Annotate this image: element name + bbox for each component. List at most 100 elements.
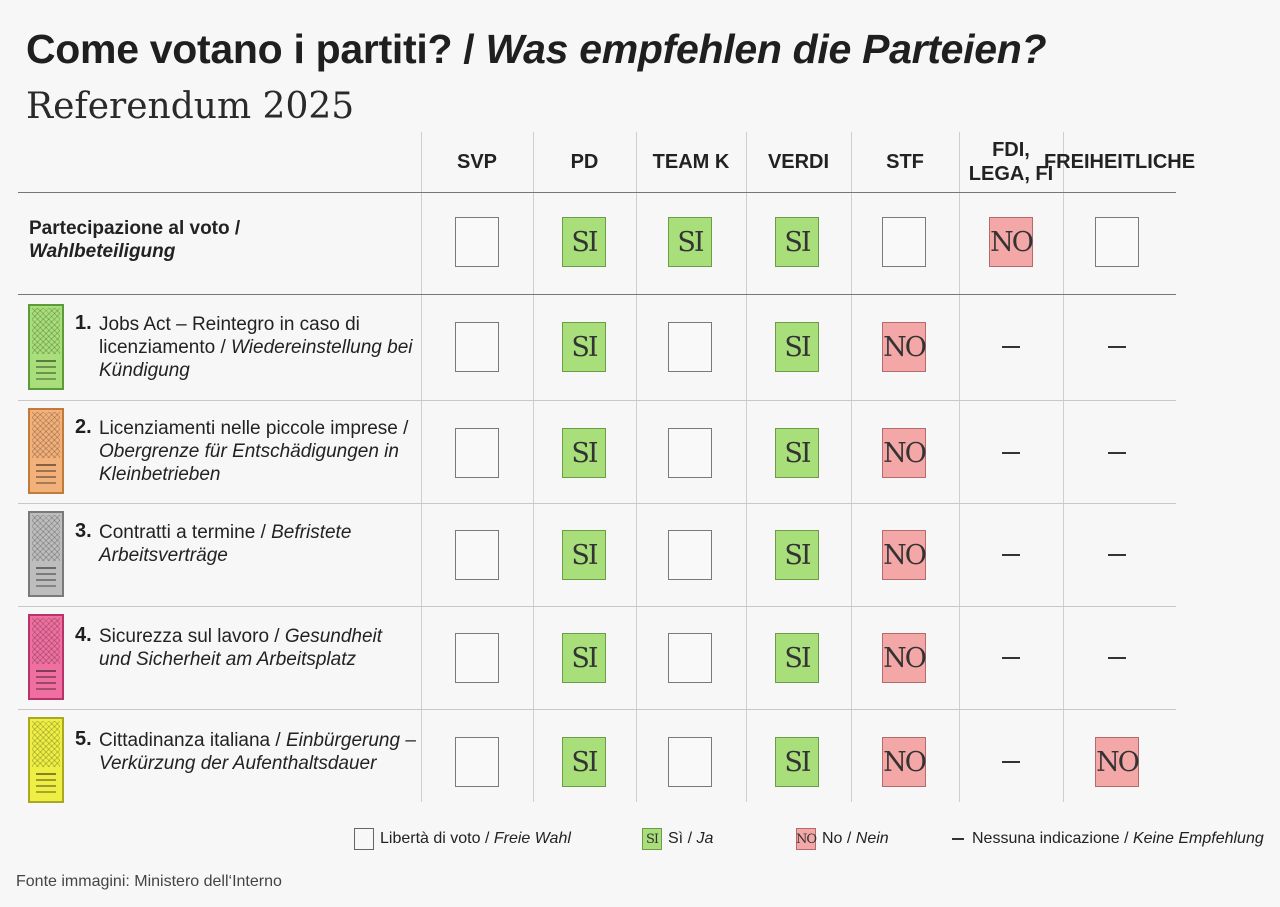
question-text-de: Befristete Arbeitsverträge (99, 522, 352, 566)
participation-label-de: Wahlbeteiligung (29, 241, 176, 262)
no-box: NO (882, 428, 927, 478)
free-vote-box (455, 737, 499, 787)
legend-dash (952, 838, 964, 840)
free-vote-box (455, 530, 499, 580)
party-header: FDI, LEGA, FI (968, 139, 1054, 185)
ballot-thumbnail (28, 717, 64, 803)
title-main: Come votano i partiti? / (26, 26, 486, 72)
party-header: PD (570, 151, 599, 173)
legend-item: SI Sì / Ja (642, 827, 713, 851)
header-divider (18, 192, 1176, 193)
legend-label: No / (822, 830, 856, 847)
column-divider (421, 132, 422, 802)
no-indication-dash (1002, 346, 1020, 348)
column-divider (851, 132, 852, 802)
title-italic: Was empfehlen die Parteien? (485, 26, 1047, 72)
free-vote-box (668, 530, 712, 580)
legend-item: Libertà di voto / Freie Wahl (354, 827, 571, 851)
question-text-it: Jobs Act – Reintegro in caso di licenzia… (99, 314, 360, 358)
legend-item: NO No / Nein (796, 827, 889, 851)
party-header: SVP (456, 151, 498, 173)
ballot-pattern (32, 412, 60, 458)
si-box: SI (775, 530, 819, 580)
ballot-thumbnail (28, 408, 64, 494)
si-box: SI (775, 217, 819, 267)
free-vote-box (668, 633, 712, 683)
no-indication-dash (1002, 657, 1020, 659)
no-box: NO (882, 322, 927, 372)
no-indication-dash (1002, 554, 1020, 556)
si-box: SI (562, 633, 606, 683)
no-box: NO (882, 633, 927, 683)
no-indication-dash (1002, 761, 1020, 763)
question-number: 2. (75, 416, 92, 438)
no-box: NO (882, 530, 927, 580)
no-indication-dash (1108, 452, 1126, 454)
ballot-text-lines (36, 773, 56, 775)
question-number: 5. (75, 728, 92, 750)
party-header: STF (886, 151, 924, 173)
party-header: FREIHEITLICHE (1043, 151, 1196, 173)
ballot-pattern (32, 308, 60, 354)
si-box: SI (775, 322, 819, 372)
no-indication-dash (1108, 554, 1126, 556)
question-text: Sicurezza sul lavoro / Gesundheit und Si… (99, 625, 419, 671)
ballot-text-lines (36, 464, 56, 466)
column-divider (636, 132, 637, 802)
legend-no-box: NO (796, 828, 817, 850)
ballot-thumbnail (28, 304, 64, 390)
free-vote-box (455, 322, 499, 372)
free-vote-box (668, 322, 712, 372)
legend-label: Nessuna indicazione / (972, 830, 1133, 847)
ballot-text-lines (36, 567, 56, 569)
ballot-text-lines (36, 360, 56, 362)
free-vote-box (668, 737, 712, 787)
legend-label: Libertà di voto / (380, 830, 494, 847)
row-divider (18, 503, 1176, 504)
free-vote-box (1095, 217, 1139, 267)
question-text-it: Cittadinanza italiana / (99, 730, 286, 751)
question-text-de: Obergrenze für Entschädigungen in Kleinb… (99, 441, 399, 485)
row-divider (18, 709, 1176, 710)
si-box: SI (562, 322, 606, 372)
legend-label-de: Keine Empfehlung (1132, 830, 1264, 847)
free-vote-box (882, 217, 926, 267)
legend-label-de: Nein (855, 830, 889, 847)
question-number: 1. (75, 312, 92, 334)
row-divider (18, 606, 1176, 607)
question-text: Cittadinanza italiana / Einbürgerung – V… (99, 729, 419, 775)
question-text-it: Sicurezza sul lavoro / (99, 626, 285, 647)
legend-label: Sì / (668, 830, 697, 847)
row-divider (18, 294, 1176, 295)
free-vote-box (668, 428, 712, 478)
question-text: Contratti a termine / Befristete Arbeits… (99, 521, 419, 567)
ballot-thumbnail (28, 614, 64, 700)
si-box: SI (775, 633, 819, 683)
question-text-de: Wiedereinstellung bei Kündigung (99, 337, 413, 381)
question-text-it: Licenziamenti nelle piccole imprese / (99, 418, 409, 439)
page-title: Come votano i partiti? / Was empfehlen d… (26, 26, 1047, 73)
row-divider (18, 400, 1176, 401)
legend-label-de: Ja (696, 830, 714, 847)
page-subtitle: Referendum 2025 (26, 86, 355, 127)
source-note: Fonte immagini: Ministero dell‘Interno (16, 873, 282, 890)
legend-item: Nessuna indicazione / Keine Empfehlung (952, 827, 1264, 851)
column-divider (746, 132, 747, 802)
no-box: NO (1095, 737, 1140, 787)
question-text-de: Gesundheit und Sicherheit am Arbeitsplat… (99, 626, 383, 670)
no-indication-dash (1002, 452, 1020, 454)
legend-label-de: Freie Wahl (493, 830, 571, 847)
free-vote-box (455, 428, 499, 478)
column-divider (533, 132, 534, 802)
column-divider (1063, 132, 1064, 802)
no-box: NO (989, 217, 1034, 267)
si-box: SI (668, 217, 712, 267)
ballot-text-lines (36, 670, 56, 672)
si-box: SI (562, 428, 606, 478)
si-box: SI (775, 737, 819, 787)
party-header: TEAM K (652, 151, 730, 173)
question-text-it: Contratti a termine / (99, 522, 272, 543)
question-text-de: Einbürgerung – Verkürzung der Aufenthalt… (99, 730, 416, 774)
free-vote-box (455, 633, 499, 683)
legend-si-box: SI (642, 828, 662, 850)
